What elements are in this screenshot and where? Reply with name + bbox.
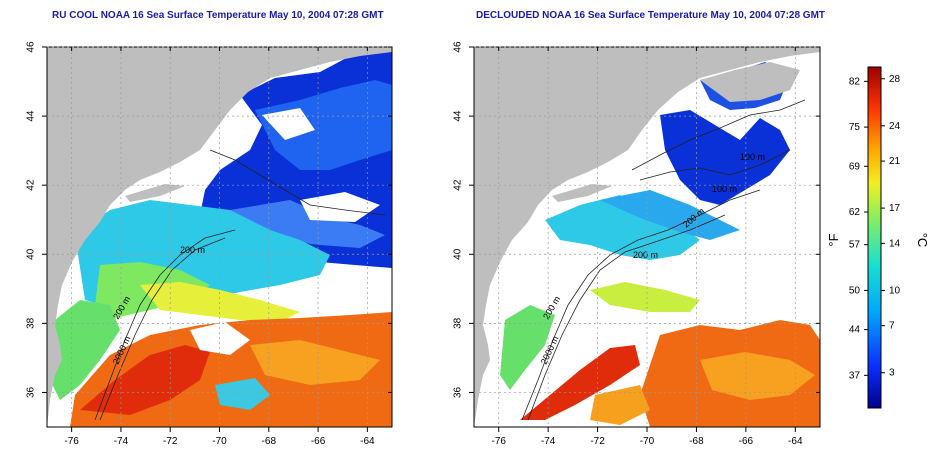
right-lon-tick-label: -66 [739,436,754,447]
right-lon-tick-label: -68 [689,436,704,447]
slope-water-region [600,190,740,240]
bathymetry-contour [209,149,386,216]
right-panel-title: DECLOUDED NOAA 16 Sea Surface Temperatur… [476,10,826,21]
celsius-tick-label: 24 [889,121,901,132]
left-lat-tick-label: 46 [26,41,37,53]
celsius-tick-label: 3 [889,368,895,379]
cloud-gap [190,322,250,355]
left-map: 200 m 200 m 2000 m -76 -74 -72 -70 -68 -66 -64… [26,41,393,447]
bathymetry-contour [99,237,226,421]
gulf-of-maine-land [700,62,800,102]
left-lat-tick-label: 42 [26,179,37,191]
right-map: 100 m 100 m 200 m 200 m 200 m 2000 m -76… [453,41,821,447]
bathymetry-contour [527,214,726,421]
cloud-gap [262,108,315,140]
celsius-tick-label: 14 [889,238,901,249]
right-lat-tick-label: 42 [453,179,464,191]
fahrenheit-tick-label: 57 [849,240,861,251]
left-lat-tick-label: 36 [26,386,37,398]
right-lat-tick-label: 46 [453,41,464,53]
land-mass [474,47,820,427]
colorbar-ticks: 28 24 21 17 14 10 7 3 82 75 69 62 57 50 44 37 [849,74,901,382]
right-lon-tick-label: -72 [590,436,605,447]
left-panel-title: RU COOL NOAA 16 Sea Surface Temperature … [52,10,384,21]
celsius-tick-label: 10 [889,285,901,296]
celsius-tick-label: 7 [889,321,895,332]
left-lat-tick-label: 40 [26,248,37,260]
right-map-axes: -76 -74 -72 -70 -68 -66 -64 36 38 40 42 44 46 [453,41,820,447]
nearshore-green [50,300,120,400]
contour-label: 100 m [740,152,765,162]
bathymetry-contour [631,99,806,171]
contour-label: 100 m [712,184,737,194]
left-map-axes: -76 -74 -72 -70 -68 -66 -64 36 38 40 42 44 46 [26,41,392,447]
left-lat-tick-label: 38 [26,317,37,329]
celsius-axis-label: °C [915,233,930,248]
cold-water-region-light [255,80,392,170]
right-lon-tick-label: -76 [491,436,506,447]
long-island [552,184,612,202]
cloud-gap [300,192,380,222]
cool-patch-south [215,378,270,410]
left-lon-tick-label: -64 [360,436,375,447]
fahrenheit-axis-label: °F [826,233,841,246]
left-lon-tick-label: -70 [212,436,227,447]
right-lat-tick-label: 36 [453,386,464,398]
right-lon-tick-label: -70 [640,436,655,447]
contour-label: 200 m [180,245,205,255]
left-lon-tick-label: -74 [114,436,129,447]
celsius-tick-label: 21 [889,156,901,167]
colorbar-gradient [867,66,882,409]
left-map-gridlines [47,46,392,427]
right-lon-tick-label: -64 [788,436,803,447]
celsius-tick-label: 28 [889,74,901,85]
right-lon-tick-label: -74 [541,436,556,447]
fahrenheit-tick-label: 69 [849,161,861,172]
right-lat-tick-label: 38 [453,317,464,329]
warm-water-core [520,345,640,420]
nearshore-green [500,305,555,390]
warm-eddy [250,340,380,385]
land-mass [47,47,392,427]
gulf-stream-yellow [140,282,300,322]
fahrenheit-tick-label: 37 [849,370,861,381]
warm-eddy [700,352,815,400]
right-lat-tick-label: 40 [453,248,464,260]
left-lon-tick-label: -76 [64,436,79,447]
gulf-stream-yellow [590,282,700,312]
fahrenheit-tick-label: 75 [849,122,861,133]
fahrenheit-tick-label: 62 [849,207,861,218]
warm-patch [590,385,650,425]
fahrenheit-tick-label: 82 [849,76,861,87]
cold-water-region [660,110,790,205]
right-map-gridlines [474,46,820,427]
left-lon-tick-label: -72 [163,436,178,447]
left-lat-tick-label: 44 [26,110,37,122]
bathymetry-contour [94,229,236,421]
celsius-tick-label: 17 [889,203,901,214]
left-lon-tick-label: -68 [262,436,277,447]
bathymetry-contour [639,149,791,181]
warm-water-core [80,345,210,415]
fahrenheit-tick-label: 44 [849,325,861,336]
fahrenheit-tick-label: 50 [849,285,861,296]
colorbar: °F °C 28 24 21 17 14 10 7 3 82 75 69 62 57 50 44 37 [826,66,930,409]
left-lon-tick-label: -66 [311,436,326,447]
contour-label: 200 m [633,250,658,260]
shelf-water-region [545,195,700,260]
right-lat-tick-label: 44 [453,110,464,122]
